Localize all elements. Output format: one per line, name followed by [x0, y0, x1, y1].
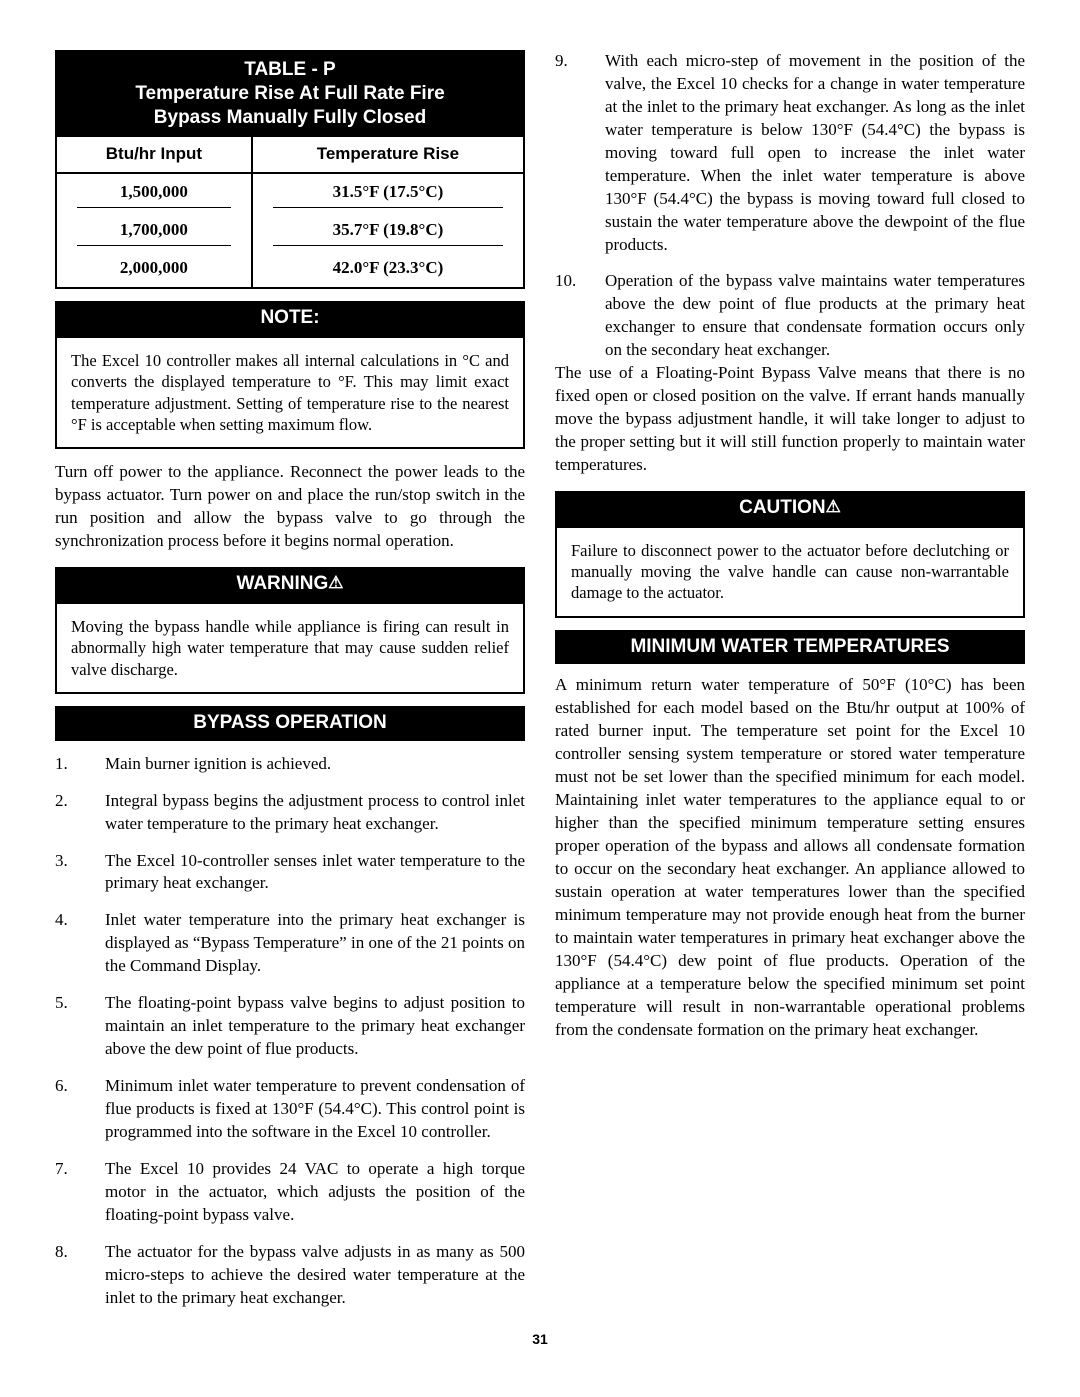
min-temp-header: MINIMUM WATER TEMPERATURES	[555, 630, 1025, 665]
table-row: 1,500,000 31.5°F (17.5°C)	[57, 173, 523, 212]
list-item: 10.Operation of the bypass valve maintai…	[555, 270, 1025, 362]
item-text: Integral bypass begins the adjustment pr…	[105, 790, 525, 836]
list-item: 1.Main burner ignition is achieved.	[55, 753, 525, 776]
item-text: Main burner ignition is achieved.	[105, 753, 525, 776]
item-text: The actuator for the bypass valve adjust…	[105, 1241, 525, 1310]
floating-point-para: The use of a Floating-Point Bypass Valve…	[555, 362, 1025, 477]
cell-temp: 42.0°F (23.3°C)	[273, 254, 503, 283]
table-p-title: TABLE - P Temperature Rise At Full Rate …	[57, 52, 523, 137]
cell-temp: 35.7°F (19.8°C)	[273, 216, 503, 246]
warning-box: Moving the bypass handle while appliance…	[55, 602, 525, 694]
cell-btu: 1,700,000	[77, 216, 231, 246]
min-temp-para: A minimum return water temperature of 50…	[555, 674, 1025, 1041]
list-item: 4.Inlet water temperature into the prima…	[55, 909, 525, 978]
item-number: 8.	[55, 1241, 105, 1310]
bypass-operation-header: BYPASS OPERATION	[55, 706, 525, 741]
list-item: 8.The actuator for the bypass valve adju…	[55, 1241, 525, 1310]
page-columns: TABLE - P Temperature Rise At Full Rate …	[55, 50, 1025, 1310]
list-item: 6.Minimum inlet water temperature to pre…	[55, 1075, 525, 1144]
warning-block: WARNING⚠ Moving the bypass handle while …	[55, 567, 525, 694]
list-item: 9.With each micro-step of movement in th…	[555, 50, 1025, 256]
item-text: Inlet water temperature into the primary…	[105, 909, 525, 978]
caution-header: CAUTION⚠	[555, 491, 1025, 526]
table-p-table: Btu/hr Input Temperature Rise 1,500,000 …	[57, 137, 523, 287]
warning-header: WARNING⚠	[55, 567, 525, 602]
item-text: Minimum inlet water temperature to preve…	[105, 1075, 525, 1144]
cell-btu: 2,000,000	[77, 254, 231, 283]
table-p: TABLE - P Temperature Rise At Full Rate …	[55, 50, 525, 289]
table-row: 1,700,000 35.7°F (19.8°C)	[57, 212, 523, 250]
table-p-title-line2: Temperature Rise At Full Rate Fire	[135, 83, 444, 104]
item-number: 3.	[55, 850, 105, 896]
note-header: NOTE:	[55, 301, 525, 336]
note-block: NOTE: The Excel 10 controller makes all …	[55, 301, 525, 449]
warning-label: WARNING	[236, 573, 328, 594]
list-item: 5.The floating-point bypass valve begins…	[55, 992, 525, 1061]
item-number: 4.	[55, 909, 105, 978]
after-note-para: Turn off power to the appliance. Reconne…	[55, 461, 525, 553]
item-text: The Excel 10 provides 24 VAC to operate …	[105, 1158, 525, 1227]
item-text: With each micro-step of movement in the …	[605, 50, 1025, 256]
cell-temp: 31.5°F (17.5°C)	[273, 178, 503, 208]
warning-icon: ⚠	[328, 573, 343, 592]
table-p-col-rise: Temperature Rise	[252, 137, 523, 173]
table-p-title-line1: TABLE - P	[244, 59, 335, 80]
caution-block: CAUTION⚠ Failure to disconnect power to …	[555, 491, 1025, 618]
table-p-body: Btu/hr Input Temperature Rise 1,500,000 …	[57, 137, 523, 287]
list-item: 7.The Excel 10 provides 24 VAC to operat…	[55, 1158, 525, 1227]
list-item: 3.The Excel 10-controller senses inlet w…	[55, 850, 525, 896]
list-item: 2.Integral bypass begins the adjustment …	[55, 790, 525, 836]
cell-btu: 1,500,000	[77, 178, 231, 208]
table-row: 2,000,000 42.0°F (23.3°C)	[57, 250, 523, 287]
table-p-col-input: Btu/hr Input	[57, 137, 252, 173]
item-number: 9.	[555, 50, 605, 256]
caution-box: Failure to disconnect power to the actua…	[555, 526, 1025, 618]
item-number: 10.	[555, 270, 605, 362]
item-number: 7.	[55, 1158, 105, 1227]
item-number: 1.	[55, 753, 105, 776]
table-p-title-line3: Bypass Manually Fully Closed	[154, 107, 426, 128]
page-number: 31	[55, 1330, 1025, 1349]
caution-body: Failure to disconnect power to the actua…	[571, 541, 1009, 603]
item-text: The Excel 10-controller senses inlet wat…	[105, 850, 525, 896]
caution-label: CAUTION	[739, 497, 826, 518]
note-box: The Excel 10 controller makes all intern…	[55, 336, 525, 450]
item-number: 5.	[55, 992, 105, 1061]
item-text: Operation of the bypass valve maintains …	[605, 270, 1025, 362]
caution-icon: ⚠	[826, 497, 841, 516]
item-text: The floating-point bypass valve begins t…	[105, 992, 525, 1061]
warning-body: Moving the bypass handle while appliance…	[71, 617, 509, 679]
note-body: The Excel 10 controller makes all intern…	[71, 351, 509, 434]
item-number: 2.	[55, 790, 105, 836]
item-number: 6.	[55, 1075, 105, 1144]
